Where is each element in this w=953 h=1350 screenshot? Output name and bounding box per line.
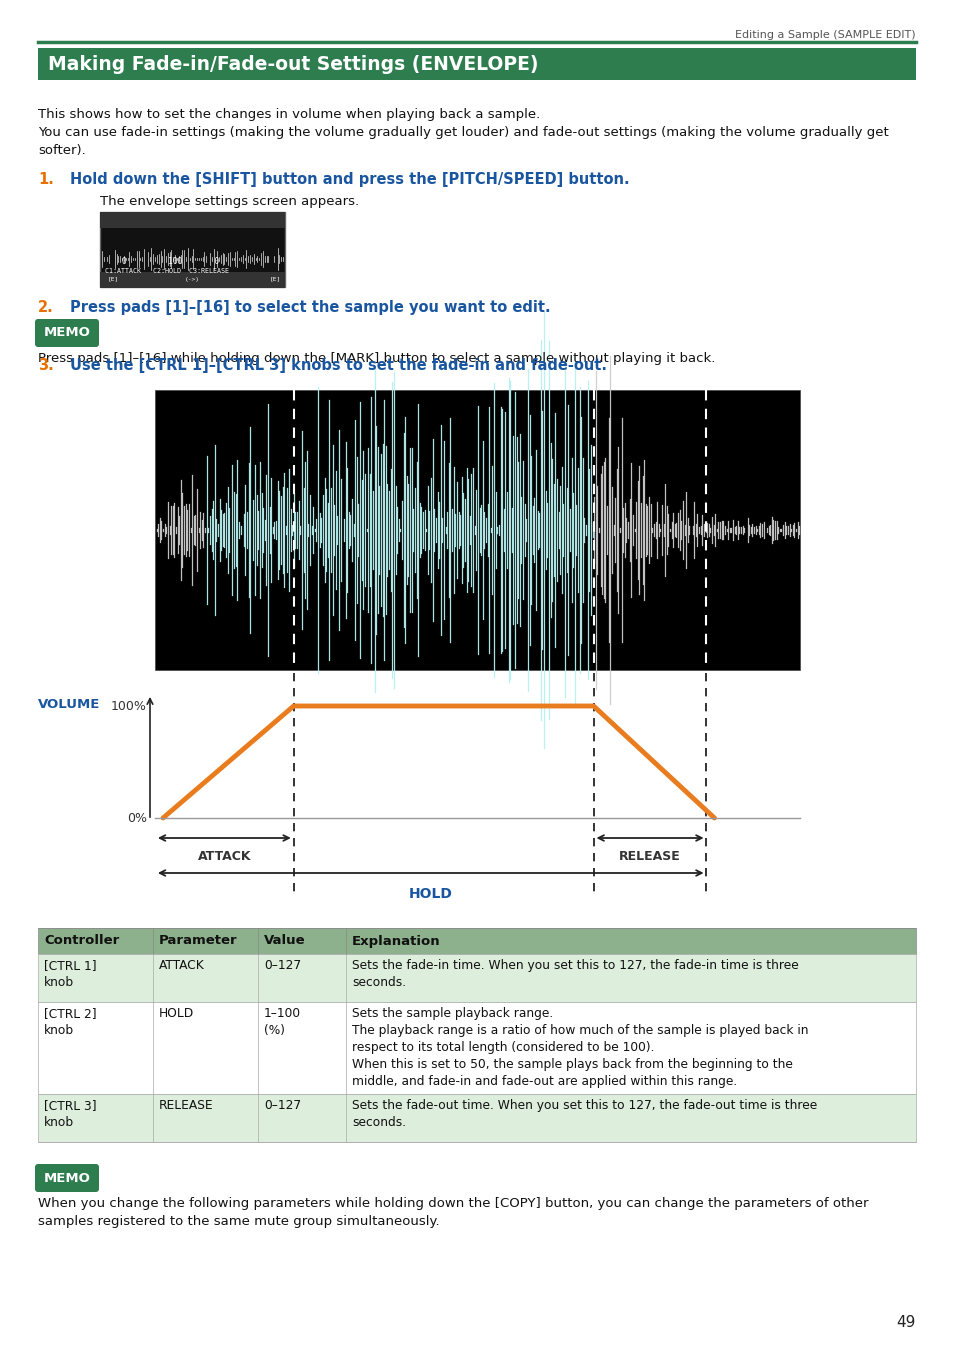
Text: samples registered to the same mute group simultaneously.: samples registered to the same mute grou…	[38, 1215, 439, 1228]
Text: Use the [CTRL 1]–[CTRL 3] knobs to set the fade-in and fade-out.: Use the [CTRL 1]–[CTRL 3] knobs to set t…	[70, 358, 606, 373]
FancyBboxPatch shape	[38, 1002, 915, 1094]
Text: Press pads [1]–[16] to select the sample you want to edit.: Press pads [1]–[16] to select the sample…	[70, 300, 550, 315]
Text: When you change the following parameters while holding down the [COPY] button, y: When you change the following parameters…	[38, 1197, 867, 1210]
FancyBboxPatch shape	[100, 212, 285, 288]
Text: Editing a Sample (SAMPLE EDIT): Editing a Sample (SAMPLE EDIT)	[735, 30, 915, 40]
Text: Sets the sample playback range.
The playback range is a ratio of how much of the: Sets the sample playback range. The play…	[352, 1007, 807, 1088]
Text: Press pads [1]–[16] while holding down the [MARK] button to select a sample with: Press pads [1]–[16] while holding down t…	[38, 352, 715, 365]
FancyBboxPatch shape	[100, 212, 285, 228]
Text: Sets the fade-in time. When you set this to 127, the fade-in time is three
secon: Sets the fade-in time. When you set this…	[352, 958, 798, 990]
FancyBboxPatch shape	[38, 1094, 915, 1142]
Text: Sets the fade-out time. When you set this to 127, the fade-out time is three
sec: Sets the fade-out time. When you set thi…	[352, 1099, 817, 1129]
Text: [E]: [E]	[270, 277, 281, 282]
Text: softer).: softer).	[38, 144, 86, 157]
Text: 0–127: 0–127	[264, 1099, 301, 1112]
Text: The envelope settings screen appears.: The envelope settings screen appears.	[100, 194, 358, 208]
Text: 0         100       0: 0 100 0	[122, 256, 219, 266]
Text: 1–100
(%): 1–100 (%)	[264, 1007, 301, 1037]
Text: 49: 49	[896, 1315, 915, 1330]
Text: [E]: [E]	[108, 277, 119, 282]
Text: HOLD: HOLD	[409, 887, 453, 900]
Text: RELEASE: RELEASE	[618, 850, 680, 863]
Text: ATTACK: ATTACK	[197, 850, 251, 863]
Text: Making Fade-in/Fade-out Settings (ENVELOPE): Making Fade-in/Fade-out Settings (ENVELO…	[48, 54, 537, 73]
FancyBboxPatch shape	[154, 390, 800, 670]
Text: 1.: 1.	[38, 171, 53, 188]
Text: 100%: 100%	[111, 699, 147, 713]
Text: HOLD: HOLD	[159, 1007, 194, 1021]
Text: Explanation: Explanation	[352, 934, 440, 948]
Text: C1:ATTACK   C2:HOLD  C3:RELEASE: C1:ATTACK C2:HOLD C3:RELEASE	[105, 269, 229, 274]
Text: RELEASE: RELEASE	[159, 1099, 213, 1112]
FancyBboxPatch shape	[35, 319, 99, 347]
Text: (->): (->)	[184, 277, 199, 282]
Text: 0–127: 0–127	[264, 958, 301, 972]
Text: [CTRL 2]
knob: [CTRL 2] knob	[44, 1007, 96, 1037]
FancyBboxPatch shape	[35, 1164, 99, 1192]
Text: MEMO: MEMO	[44, 327, 91, 339]
Text: VOLUME: VOLUME	[38, 698, 100, 711]
Text: Controller: Controller	[44, 934, 119, 948]
Text: 3.: 3.	[38, 358, 53, 373]
Text: MEMO: MEMO	[44, 1172, 91, 1184]
Text: This shows how to set the changes in volume when playing back a sample.: This shows how to set the changes in vol…	[38, 108, 539, 122]
Text: 0%: 0%	[127, 811, 147, 825]
Text: Value: Value	[264, 934, 305, 948]
Text: 2.: 2.	[38, 300, 53, 315]
Text: You can use fade-in settings (making the volume gradually get louder) and fade-o: You can use fade-in settings (making the…	[38, 126, 888, 139]
FancyBboxPatch shape	[100, 271, 285, 288]
Text: [CTRL 1]
knob: [CTRL 1] knob	[44, 958, 96, 990]
FancyBboxPatch shape	[38, 927, 915, 954]
Text: Parameter: Parameter	[159, 934, 237, 948]
Text: [CTRL 3]
knob: [CTRL 3] knob	[44, 1099, 96, 1129]
Text: Hold down the [SHIFT] button and press the [PITCH/SPEED] button.: Hold down the [SHIFT] button and press t…	[70, 171, 629, 188]
Text: ATTACK: ATTACK	[159, 958, 205, 972]
FancyBboxPatch shape	[38, 49, 915, 80]
FancyBboxPatch shape	[38, 954, 915, 1002]
